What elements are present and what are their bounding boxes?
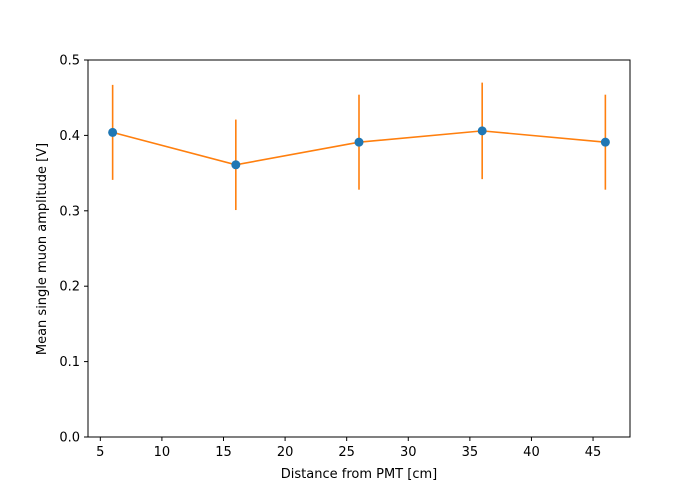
y-tick-label: 0.3 [59, 204, 80, 219]
x-tick-label: 40 [523, 445, 540, 460]
data-point [108, 127, 118, 137]
x-axis-label: Distance from PMT [cm] [281, 467, 437, 482]
y-tick-label: 0.0 [59, 431, 80, 446]
x-tick-label: 45 [585, 445, 602, 460]
x-tick-label: 35 [462, 445, 479, 460]
x-tick-label: 30 [400, 445, 417, 460]
plot-area [87, 59, 631, 438]
y-tick-label: 0.1 [59, 355, 80, 370]
data-point [354, 137, 364, 147]
x-tick-label: 15 [215, 445, 232, 460]
x-axis-ticks: 5 10 15 20 25 30 35 40 45 [96, 437, 601, 460]
plot-frame [87, 59, 631, 438]
data-point [477, 126, 487, 136]
data-point [600, 137, 610, 147]
x-tick-label: 5 [96, 445, 104, 460]
x-tick-label: 20 [277, 445, 294, 460]
x-tick-label: 10 [154, 445, 171, 460]
y-tick-label: 0.4 [59, 129, 80, 144]
y-tick-label: 0.5 [59, 54, 80, 69]
y-tick-label: 0.2 [59, 280, 80, 295]
data-point [231, 160, 241, 170]
y-axis-label: Mean single muon amplitude [V] [35, 143, 50, 355]
x-tick-label: 25 [338, 445, 355, 460]
y-axis-ticks: 0.0 0.1 0.2 0.3 0.4 0.5 [59, 54, 88, 446]
